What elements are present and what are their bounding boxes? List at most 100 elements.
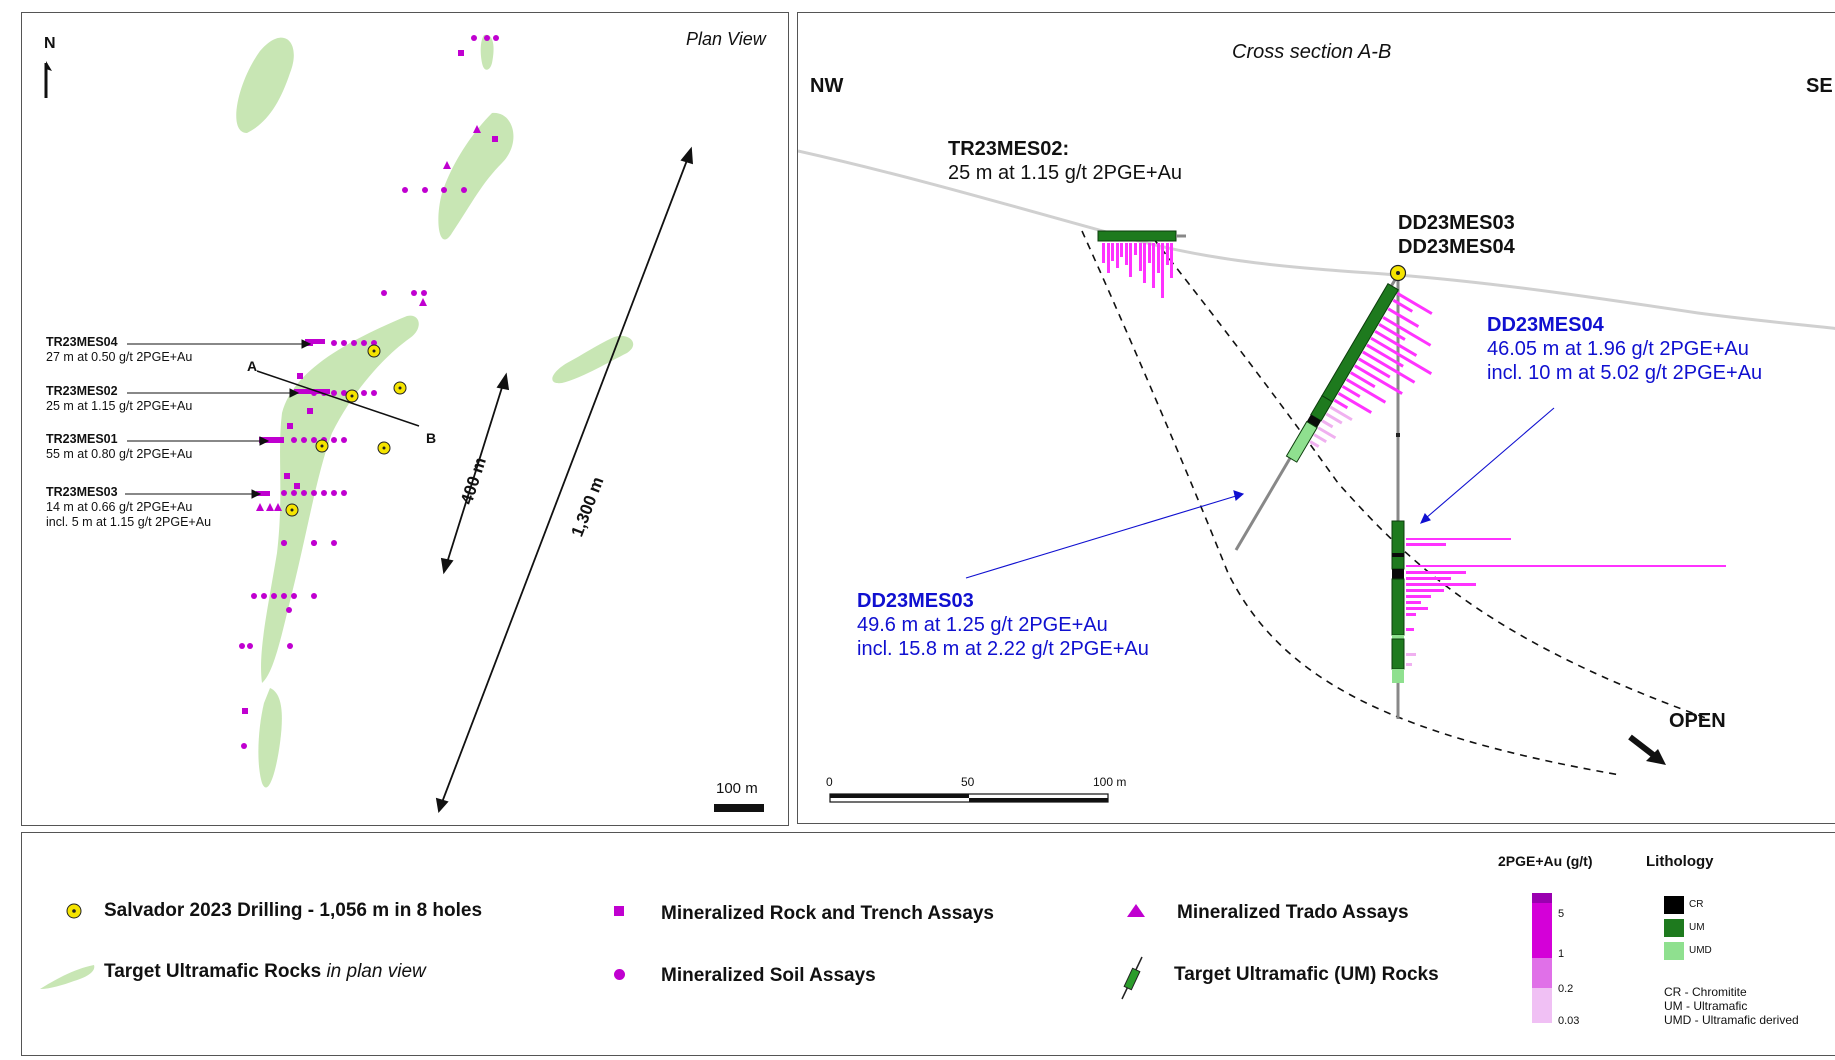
distance-arrow-1300 xyxy=(435,146,693,814)
legend-panel: Salvador 2023 Drilling - 1,056 m in 8 ho… xyxy=(21,832,1835,1056)
grade-tick-02: 0.2 xyxy=(1558,983,1574,995)
lith-notes: CR - Chromitite UM - Ultramafic UMD - Ul… xyxy=(1664,985,1799,1027)
scale-bar xyxy=(714,804,764,812)
soil-assays xyxy=(239,35,499,749)
legend-um-rocks: Target Ultramafic (UM) Rocks xyxy=(1174,964,1439,985)
plan-map xyxy=(44,34,764,814)
trench-bar xyxy=(1097,230,1177,242)
scale-tick-50: 50 xyxy=(961,775,975,789)
lith-swatch-cr xyxy=(1664,896,1684,914)
trench-id: TR23MES04 xyxy=(46,335,118,349)
trace-marker xyxy=(1396,433,1400,437)
cross-section-panel: Cross section A-B NW SE TR23MES02: 25 m … xyxy=(797,12,1835,824)
trench-label-tr23mes02: TR23MES02 25 m at 1.15 g/t 2PGE+Au xyxy=(46,384,192,414)
drill-collar-icon xyxy=(393,381,407,395)
collar-holes-label: DD23MES03 DD23MES04 xyxy=(1398,211,1515,259)
dd23mes04-title: DD23MES04 xyxy=(1487,314,1604,336)
ultramafic-body xyxy=(261,315,419,683)
trench-result: 25 m at 1.15 g/t 2PGE+Au xyxy=(46,399,193,413)
ultramafic-body xyxy=(438,112,514,240)
north-label: N xyxy=(44,35,56,52)
legend-ultramafic: Target Ultramafic Rocks in plan view xyxy=(104,961,426,983)
trench-label-tr23mes04: TR23MES04 27 m at 0.50 g/t 2PGE+Au xyxy=(46,335,192,365)
triangle-icon xyxy=(1127,904,1145,917)
collar-hole-id: DD23MES04 xyxy=(1398,236,1515,258)
drill-collar-icon xyxy=(377,441,391,455)
ultramafic-shape-icon xyxy=(40,965,95,989)
ultramafic-bodies xyxy=(236,34,634,788)
dd23mes03-core xyxy=(1285,283,1433,463)
trench-annotation-result: 25 m at 1.15 g/t 2PGE+Au xyxy=(948,162,1183,184)
scale-label: 100 m xyxy=(716,780,758,797)
trench-label-tr23mes03: TR23MES03 14 m at 0.66 g/t 2PGE+Au incl.… xyxy=(46,485,211,530)
section-line-a-b xyxy=(256,370,420,427)
lith-note: CR - Chromitite xyxy=(1664,985,1747,999)
section-scale-bar xyxy=(829,793,1109,803)
trench-id: TR23MES01 xyxy=(46,432,118,446)
grade-colorbar xyxy=(1532,893,1552,1023)
ultramafic-body xyxy=(480,34,494,70)
lith-note: UM - Ultramafic xyxy=(1664,999,1748,1013)
section-point-b: B xyxy=(426,430,437,446)
dd23mes03-incl: incl. 15.8 m at 2.22 g/t 2PGE+Au xyxy=(857,638,1149,660)
rock-trench-assays xyxy=(242,50,498,714)
dd23mes03-annotation: DD23MES03 49.6 m at 1.25 g/t 2PGE+Au inc… xyxy=(857,589,1149,661)
core-stick-icon xyxy=(1121,956,1143,1000)
grade-tick-5: 5 xyxy=(1558,908,1565,920)
collar-icon xyxy=(1389,264,1407,282)
drill-collars xyxy=(285,344,407,517)
ultramafic-body xyxy=(258,688,282,788)
dd23mes04-core xyxy=(1391,520,1726,683)
topography-line xyxy=(798,149,1835,330)
legend-ultramafic-italic: in plan view xyxy=(326,961,426,982)
square-icon xyxy=(614,906,624,916)
scale-tick-100: 100 m xyxy=(1093,775,1127,789)
dd23mes03-title: DD23MES03 xyxy=(857,590,974,612)
leader-arrows xyxy=(125,339,312,499)
direction-nw: NW xyxy=(810,75,844,97)
trench-result: 55 m at 0.80 g/t 2PGE+Au xyxy=(46,447,193,461)
legend-drilling: Salvador 2023 Drilling - 1,056 m in 8 ho… xyxy=(104,900,483,921)
drill-collar-icon xyxy=(285,503,299,517)
plan-view-title: Plan View xyxy=(686,29,766,49)
drill-collar-icon xyxy=(367,344,381,358)
cross-section-title: Cross section A-B xyxy=(1232,41,1392,63)
trench-grade-histogram xyxy=(1102,243,1173,298)
drill-collar-icon xyxy=(66,903,82,919)
collar-hole-id: DD23MES03 xyxy=(1398,212,1515,234)
lith-label-umd: UMD xyxy=(1689,945,1712,956)
open-label: OPEN xyxy=(1669,710,1726,732)
grade-tick-1: 1 xyxy=(1558,948,1565,960)
legend-trado: Mineralized Trado Assays xyxy=(1177,902,1409,923)
dd23mes04-annotation: DD23MES04 46.05 m at 1.96 g/t 2PGE+Au in… xyxy=(1487,313,1762,385)
grade-tick-003: 0.03 xyxy=(1558,1015,1580,1027)
lith-label-cr: CR xyxy=(1689,899,1704,910)
scale-tick-0: 0 xyxy=(826,775,833,789)
legend-rock-trench: Mineralized Rock and Trench Assays xyxy=(661,903,994,924)
ultramafic-body xyxy=(236,37,294,133)
north-arrow-icon xyxy=(44,61,52,98)
lith-note: UMD - Ultramafic derived xyxy=(1664,1013,1799,1027)
trench-label-tr23mes01: TR23MES01 55 m at 0.80 g/t 2PGE+Au xyxy=(46,432,192,462)
trench-id: TR23MES02 xyxy=(46,384,118,398)
legend-soil: Mineralized Soil Assays xyxy=(661,965,876,986)
trench-annotation: TR23MES02: 25 m at 1.15 g/t 2PGE+Au xyxy=(948,137,1182,185)
grade-scale-title: 2PGE+Au (g/t) xyxy=(1498,853,1593,869)
trench-result: 27 m at 0.50 g/t 2PGE+Au xyxy=(46,350,193,364)
circle-icon xyxy=(614,969,625,980)
distance-arrow-400 xyxy=(440,372,510,575)
mineralized-envelope xyxy=(1081,230,1707,776)
trench-result: 14 m at 0.66 g/t 2PGE+Au xyxy=(46,500,193,514)
lith-swatch-umd xyxy=(1664,942,1684,960)
drill-collar-icon xyxy=(315,439,329,453)
trench-annotation-title: TR23MES02: xyxy=(948,138,1070,160)
drill-collar-icon xyxy=(345,389,359,403)
ultramafic-body xyxy=(552,335,634,384)
direction-se: SE xyxy=(1806,75,1833,97)
dd-leader-arrows xyxy=(965,407,1555,579)
dd23mes03-result: 49.6 m at 1.25 g/t 2PGE+Au xyxy=(857,614,1108,636)
dd23mes04-result: 46.05 m at 1.96 g/t 2PGE+Au xyxy=(1487,338,1749,360)
trench-result-incl: incl. 5 m at 1.15 g/t 2PGE+Au xyxy=(46,515,212,529)
plan-view-panel: Plan View N TR23MES04 27 m at 0.50 g/t 2… xyxy=(21,12,789,826)
dd23mes04-incl: incl. 10 m at 5.02 g/t 2PGE+Au xyxy=(1487,362,1763,384)
